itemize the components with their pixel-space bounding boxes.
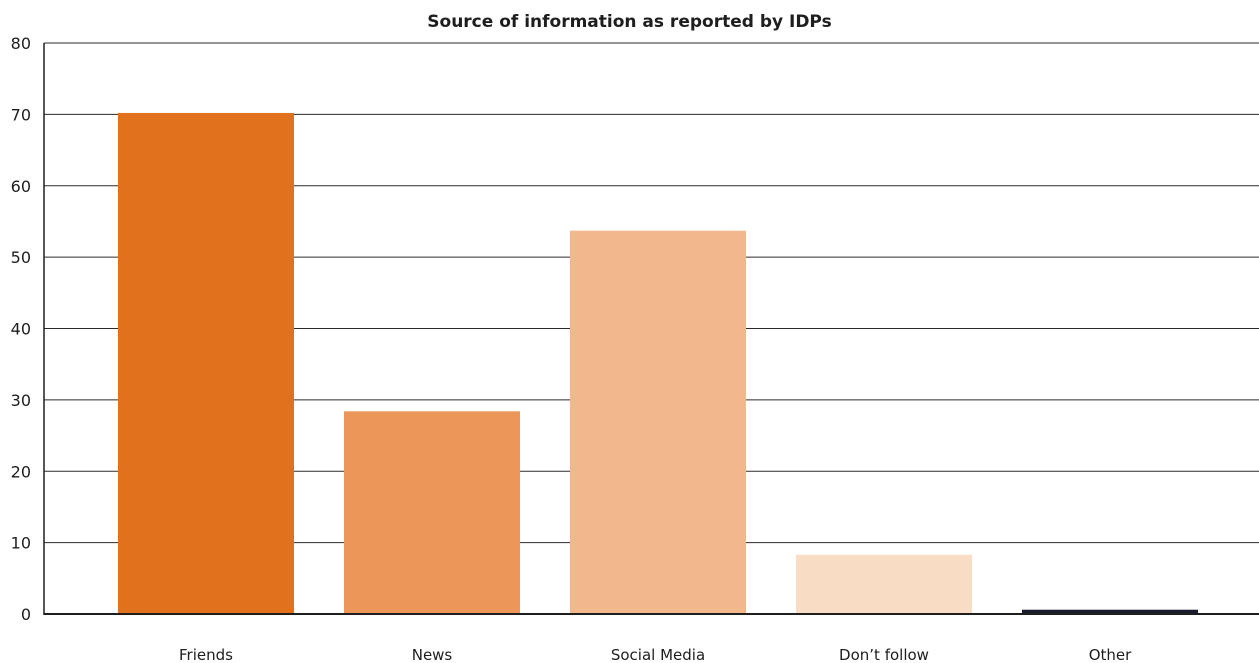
bar-news bbox=[344, 411, 520, 614]
axes bbox=[43, 43, 1259, 615]
chart-title: Source of information as reported by IDP… bbox=[427, 12, 832, 32]
x-category-label: Social Media bbox=[611, 646, 705, 663]
x-category-label: Don’t follow bbox=[839, 646, 929, 663]
bar-other bbox=[1022, 609, 1198, 614]
y-tick-label: 0 bbox=[21, 605, 31, 624]
bars bbox=[118, 112, 1198, 614]
y-tick-label: 10 bbox=[11, 534, 31, 553]
x-category-label: Friends bbox=[179, 646, 233, 663]
bar-social-media bbox=[570, 230, 746, 614]
x-category-label: Other bbox=[1089, 646, 1132, 663]
y-tick-label: 50 bbox=[11, 248, 31, 267]
labels: 0 10 20 30 40 50 60 70 80 Friends News Social Media… bbox=[11, 34, 1132, 663]
y-tick-label: 80 bbox=[11, 34, 31, 53]
bar-friends bbox=[118, 112, 294, 614]
bar-don-t-follow bbox=[796, 554, 972, 614]
y-tick-label: 30 bbox=[11, 391, 31, 410]
x-category-label: News bbox=[412, 646, 453, 663]
y-tick-label: 70 bbox=[11, 105, 31, 124]
y-tick-label: 20 bbox=[11, 462, 31, 481]
y-tick-label: 60 bbox=[11, 177, 31, 196]
y-tick-label: 40 bbox=[11, 320, 31, 339]
